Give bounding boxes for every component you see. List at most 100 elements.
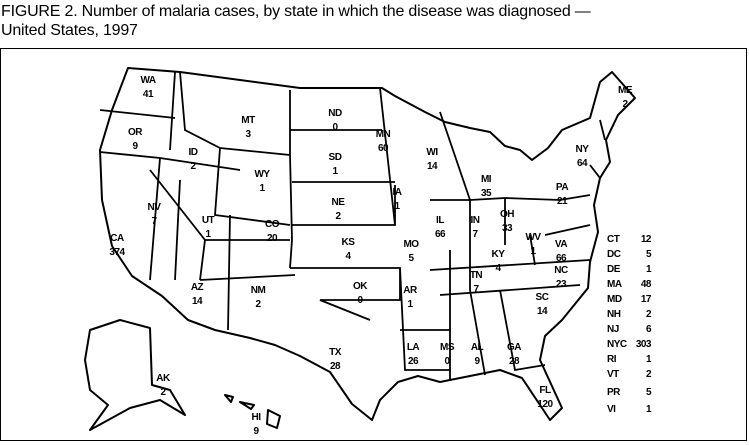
state-value: 66	[434, 229, 446, 240]
small-state-row-de: DE 1	[607, 264, 652, 275]
small-state-row-dc: DC 5	[607, 249, 652, 260]
map-frame	[0, 48, 747, 441]
state-label-wv: WV 1	[525, 231, 541, 259]
state-value: 7	[473, 284, 479, 295]
state-abbr: NC	[554, 265, 568, 276]
state-value: 1	[394, 201, 400, 212]
state-abbr: AZ	[190, 282, 204, 293]
state-label-pa: PA 21	[556, 181, 569, 209]
small-state-row-md: MD 17	[607, 294, 652, 305]
state-abbr: NV	[147, 202, 161, 213]
state-value: 28	[329, 361, 341, 372]
state-label-ky: KY 4	[492, 248, 505, 276]
state-value: 35	[480, 188, 492, 199]
state-label-sd: SD 1	[329, 151, 342, 179]
state-value: 7	[472, 229, 478, 240]
row-value: 12	[640, 234, 652, 245]
figure-title: FIGURE 2. Number of malaria cases, by st…	[1, 2, 591, 40]
state-abbr: WV	[525, 232, 541, 243]
state-value: 2	[335, 211, 341, 222]
state-value: 14	[191, 296, 203, 307]
state-value: 66	[555, 253, 567, 264]
state-abbr: VA	[554, 239, 568, 250]
state-abbr: SC	[535, 292, 549, 303]
state-value: 4	[345, 251, 351, 262]
state-abbr: OH	[500, 209, 515, 220]
state-value: 64	[576, 158, 588, 169]
state-value: 2	[255, 299, 261, 310]
state-abbr: HI	[251, 412, 262, 423]
state-label-il: IL 66	[434, 214, 446, 242]
state-label-hi: HI 9	[251, 411, 262, 439]
state-value: 1	[259, 183, 265, 194]
state-label-id: ID 2	[188, 146, 199, 174]
row-value: 2	[645, 369, 652, 380]
state-abbr: UT	[201, 215, 215, 226]
state-abbr: ID	[188, 147, 199, 158]
state-value: 2	[160, 387, 166, 398]
small-state-row-vt: VT 2	[607, 369, 652, 380]
state-label-mo: MO 5	[403, 238, 419, 266]
state-value: 21	[556, 196, 568, 207]
state-value: 120	[537, 399, 553, 410]
state-value: 2	[190, 161, 196, 172]
row-abbr: CT	[607, 234, 620, 245]
state-value: 1	[332, 166, 338, 177]
small-state-row-ma: MA 48	[607, 279, 652, 290]
row-abbr: MD	[607, 294, 622, 305]
state-value: 374	[109, 247, 125, 258]
state-abbr: MO	[403, 239, 419, 250]
state-label-ne: NE 2	[332, 196, 345, 224]
state-abbr: SD	[328, 152, 342, 163]
state-label-mn: MN 60	[376, 128, 391, 156]
row-value: 5	[645, 387, 652, 398]
state-abbr: AR	[403, 285, 417, 296]
state-value: 28	[508, 356, 520, 367]
state-label-nm: NM 2	[251, 284, 266, 312]
small-state-row-nyc: NYC 303	[607, 339, 652, 350]
state-abbr: CA	[110, 233, 124, 244]
state-value: 41	[142, 89, 154, 100]
state-label-ut: UT 1	[201, 214, 215, 242]
state-label-me: ME 2	[618, 84, 633, 112]
row-value: 6	[645, 324, 652, 335]
state-abbr: NM	[250, 285, 266, 296]
alaska-outline	[84, 319, 186, 431]
small-state-row-nj: NJ 6	[607, 324, 652, 335]
row-abbr: DE	[607, 264, 620, 275]
state-abbr: ND	[328, 108, 342, 119]
state-label-wa: WA 41	[140, 74, 156, 102]
row-value: 1	[645, 264, 652, 275]
state-label-oh: OH 33	[500, 208, 515, 236]
state-abbr: KS	[341, 237, 355, 248]
state-abbr: IN	[470, 215, 481, 226]
state-abbr: MS	[440, 342, 455, 353]
state-label-sc: SC 14	[536, 291, 549, 319]
state-value: 14	[426, 161, 438, 172]
state-value: 23	[555, 279, 567, 290]
small-state-row-pr: PR 5	[607, 387, 652, 398]
row-value: 48	[640, 279, 652, 290]
state-label-co: CO 20	[265, 218, 280, 246]
state-label-in: IN 7	[470, 214, 481, 242]
state-label-nc: NC 23	[554, 264, 568, 292]
state-value: 4	[495, 263, 501, 274]
state-value: 1	[205, 229, 211, 240]
state-abbr: OR	[128, 127, 143, 138]
state-label-ms: MS 0	[440, 341, 455, 369]
state-label-fl: FL 120	[537, 384, 553, 412]
state-value: 14	[536, 306, 548, 317]
row-abbr: NYC	[607, 339, 627, 350]
contiguous-us-outline	[99, 67, 636, 421]
state-borders	[99, 71, 606, 380]
state-abbr: MN	[375, 129, 391, 140]
state-value: 20	[266, 233, 278, 244]
small-state-row-ct: CT 12	[607, 234, 652, 245]
row-abbr: MA	[607, 279, 622, 290]
row-abbr: VT	[607, 369, 619, 380]
state-value: 2	[622, 99, 628, 110]
state-abbr: LA	[406, 342, 420, 353]
state-value: 60	[377, 143, 389, 154]
state-abbr: IA	[392, 187, 403, 198]
